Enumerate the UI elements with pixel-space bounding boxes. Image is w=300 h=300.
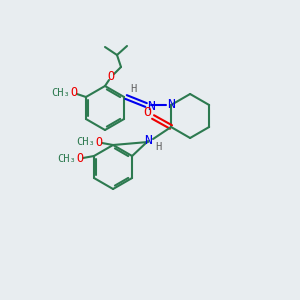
Text: H: H	[155, 142, 161, 152]
Text: H: H	[130, 84, 136, 94]
Text: O: O	[76, 152, 84, 164]
Text: N: N	[144, 134, 152, 146]
Text: O: O	[107, 70, 115, 83]
Text: N: N	[167, 98, 175, 112]
Text: O: O	[95, 136, 103, 149]
Text: N: N	[147, 100, 155, 112]
Text: O: O	[70, 86, 77, 100]
Text: CH₃: CH₃	[52, 88, 70, 98]
Text: CH₃: CH₃	[58, 154, 76, 164]
Text: O: O	[143, 106, 151, 119]
Text: CH₃: CH₃	[77, 137, 95, 147]
